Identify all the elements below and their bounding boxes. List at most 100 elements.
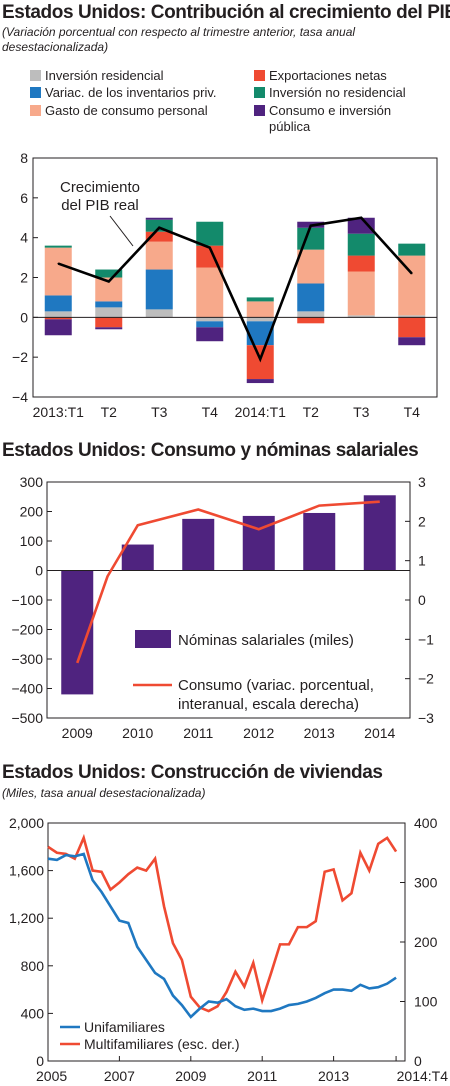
bar-variac-de-los-inventarios-priv-t4	[196, 321, 224, 328]
legend-label-publica-2: pública	[269, 119, 311, 134]
chart2-legend-swatch-nominas	[135, 630, 171, 648]
bar-consumo-e-inversion-publica-2014-t1	[246, 379, 274, 384]
chart1-title: Estados Unidos: Contribución al crecimie…	[2, 2, 450, 23]
bar-exportaciones-netas-t4	[398, 317, 426, 338]
bar-inversion-residencial-t4	[398, 315, 426, 318]
bar-gasto-de-consumo-personal-t4	[398, 255, 426, 316]
chart1-annotation-line1: Crecimiento	[60, 179, 140, 196]
chart3-ytick-label: 800	[21, 958, 45, 974]
legend-label-residencial: Inversión residencial	[45, 68, 164, 83]
chart3-xtick-label: 2013	[318, 1068, 349, 1084]
chart3-legend-label-unifamiliares: Unifamiliares	[84, 1019, 165, 1035]
bar-nominas-2011	[182, 518, 215, 571]
bar-inversion-no-residencial-t3	[145, 219, 173, 232]
chart2-legend-label-nominas: Nóminas salariales (miles)	[178, 632, 354, 649]
bar-gasto-de-consumo-personal-2014-t1	[246, 301, 274, 318]
bar-gasto-de-consumo-personal-t2	[297, 249, 325, 284]
chart3-y2tick-label: 0	[414, 1053, 422, 1069]
chart1-ytick-label: −2	[12, 349, 28, 365]
chart2-y2tick-label: 2	[418, 513, 426, 529]
legend-swatch-exportaciones	[254, 70, 265, 81]
bar-inversion-no-residencial-2014-t1	[246, 297, 274, 302]
bar-exportaciones-netas-t2	[95, 317, 123, 328]
bar-variac-de-los-inventarios-priv-2013-t1	[44, 295, 72, 312]
chart3-xtick-label: 2005	[36, 1068, 67, 1084]
consumo-line	[76, 500, 380, 664]
bar-inversion-residencial-2014-t1	[246, 317, 274, 322]
bar-gasto-de-consumo-personal-2013-t1	[44, 247, 72, 296]
bar-exportaciones-netas-t3	[145, 231, 173, 242]
chart1-xtick-label: T3	[151, 404, 168, 420]
bar-inversion-residencial-t2	[297, 311, 325, 318]
chart1-xtick-label: 2014:T1	[235, 404, 287, 420]
legend-swatch-residencial	[30, 70, 41, 81]
chart3-xtick-label: 2009	[175, 1068, 206, 1084]
chart3-ytick-label: 1,200	[9, 910, 44, 926]
bar-gasto-de-consumo-personal-t3	[347, 271, 375, 316]
bar-inversion-residencial-2013-t1	[44, 311, 72, 318]
legend-label-consumo-personal: Gasto de consumo personal	[45, 103, 208, 118]
bar-inversion-residencial-t3	[145, 309, 173, 318]
gdp-point-t3	[360, 216, 363, 219]
gdp-point-t4	[410, 272, 413, 275]
chart1-xtick-label: T3	[353, 404, 370, 420]
chart2-ytick-label: 100	[20, 533, 44, 549]
chart2-plot: −500 −400 −300 −200 −100 0 100 200 300 −3 −2 −1 0 1 2 3…	[11, 474, 434, 741]
chart3-y2tick-label: 300	[414, 875, 438, 891]
chart2-ytick-label: 300	[20, 474, 44, 490]
gdp-point-t2	[309, 224, 312, 227]
chart2-ytick-label: −400	[11, 681, 43, 697]
chart2-xtick-label: 2009	[62, 725, 93, 741]
chart1-xtick-label: T2	[101, 404, 118, 420]
chart2-legend-label-consumo-1: Consumo (variac. porcentual,	[178, 677, 374, 694]
chart1-subtitle: (Variación porcentual con respecto al tr…	[2, 25, 356, 54]
chart1-plot: −4 −2 0 2 4 6 8 2013:T1 T2 T3 T4 2014:T1 T2 T3 T4 Creci…	[12, 150, 438, 420]
legend-swatch-publica	[254, 105, 265, 116]
legend-label-no-residencial: Inversión no residencial	[269, 85, 406, 100]
chart3-ytick-label: 2,000	[9, 815, 44, 831]
bar-nominas-2013	[303, 512, 336, 571]
chart2-y2tick-label: −3	[418, 710, 434, 726]
chart3-ytick-label: 400	[21, 1005, 45, 1021]
bar-inversion-residencial-t3	[347, 315, 375, 318]
chart1-ytick-label: −4	[12, 389, 28, 405]
gdp-point-t3	[158, 226, 161, 229]
chart3-ytick-label: 1,600	[9, 863, 44, 879]
bar-inversion-no-residencial-t3	[347, 233, 375, 256]
chart2-ytick-label: −500	[11, 710, 43, 726]
bar-inversion-residencial-t4	[196, 317, 224, 322]
chart2-y2tick-label: 1	[418, 553, 426, 569]
chart3-xtick-label: 2011	[247, 1068, 277, 1084]
legend-label-exportaciones: Exportaciones netas	[269, 68, 387, 83]
chart2-xtick-label: 2013	[304, 725, 335, 741]
chart2-title: Estados Unidos: Consumo y nóminas salari…	[2, 440, 419, 461]
chart3-xtick-label: 2007	[104, 1068, 135, 1084]
chart3-legend-label-multifamiliares: Multifamiliares (esc. der.)	[84, 1036, 240, 1052]
chart1-annotation-line2: del PIB real	[61, 197, 139, 214]
bar-inversion-no-residencial-2013-t1	[44, 245, 72, 248]
chart3-y2tick-label: 400	[414, 815, 438, 831]
chart1-xtick-label: T4	[202, 404, 219, 420]
gdp-point-t2	[107, 280, 110, 283]
chart1-ytick-label: 8	[20, 150, 28, 166]
chart2-ytick-label: −300	[11, 651, 43, 667]
chart1-ytick-label: 4	[20, 230, 28, 246]
chart3-y2tick-label: 100	[414, 994, 438, 1010]
bar-exportaciones-netas-t2	[297, 317, 325, 324]
chart2-ytick-label: 200	[20, 504, 44, 520]
legend-swatch-no-residencial	[254, 87, 265, 98]
chart2-ytick-label: 0	[35, 563, 43, 579]
legend-label-inventarios: Variac. de los inventarios priv.	[45, 85, 216, 100]
bar-consumo-e-inversion-publica-t3	[145, 217, 173, 220]
chart2-ytick-label: −200	[11, 622, 43, 638]
unifamiliares-line	[47, 852, 397, 1019]
chart2-y2tick-label: −2	[418, 671, 434, 687]
chart2-y2tick-label: 0	[418, 592, 426, 608]
bar-consumo-e-inversion-publica-2013-t1	[44, 319, 72, 336]
gdp-point-2013-t1	[57, 262, 60, 265]
chart3-title: Estados Unidos: Construcción de vivienda…	[2, 762, 383, 783]
chart3-ytick-label: 0	[36, 1053, 44, 1069]
bar-nominas-2010	[121, 544, 154, 571]
chart2-xtick-label: 2010	[122, 725, 153, 741]
